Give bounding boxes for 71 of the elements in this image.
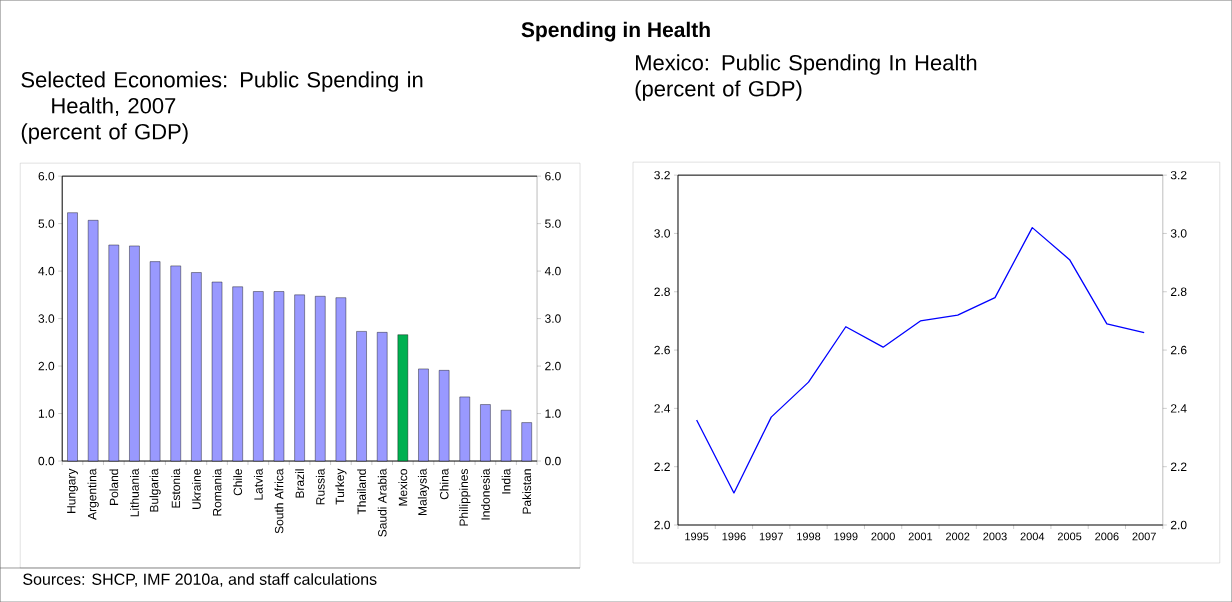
x-tick-label: Turkey [335, 468, 347, 505]
x-tick-label: Malaysia [417, 468, 430, 515]
y2-tick-label: 2.2 [654, 462, 670, 471]
chart-title: Selected Economies: Public Spending in Health, 2007 [21, 71, 423, 117]
x-tick-label: 1999 [834, 532, 858, 541]
x-tick-label: 2000 [871, 532, 895, 541]
x-tick-label: Indonesia [481, 468, 490, 520]
y-tick-label: 0.0 [545, 456, 561, 466]
source-note: Sources: SHCP, IMF 2010a, and staff calculations [23, 573, 377, 587]
y2-tick-label: 5.0 [38, 219, 55, 228]
y-tick-label: 2.6 [1170, 345, 1187, 355]
x-tick-label: 1995 [685, 532, 709, 541]
y2-tick-label: 2.0 [38, 361, 55, 371]
y2-tick-label: 2.6 [654, 345, 670, 355]
chart-subtitle: (percent of GDP) [21, 123, 188, 144]
y-tick-label: 2.0 [545, 361, 561, 371]
x-tick-label: Latvia [253, 468, 263, 500]
x-tick-label: 2004 [1020, 532, 1045, 541]
x-tick-label: Brazil [295, 469, 305, 498]
y-tick-label: 3.0 [545, 314, 561, 323]
x-tick-label: China [439, 468, 449, 500]
x-tick-label: Philippines [459, 468, 471, 526]
x-tick-label: South Africa [274, 468, 284, 534]
y-tick-label: 3.0 [1170, 229, 1187, 238]
x-tick-label: 2006 [1095, 532, 1119, 541]
x-tick-label: 1998 [797, 532, 821, 541]
y2-tick-label: 3.2 [654, 170, 670, 180]
x-tick-label: Poland [109, 469, 119, 505]
x-tick-label: 1997 [759, 532, 783, 541]
chart-subtitle: (percent of GDP) [635, 80, 802, 101]
y2-tick-label: 0.0 [38, 456, 55, 466]
x-tick-label: India [501, 468, 511, 494]
x-tick-label: 2005 [1057, 532, 1082, 541]
x-tick-label: Russia [315, 468, 325, 505]
y2-tick-label: 2.4 [654, 404, 671, 413]
y2-tick-label: 4.0 [38, 266, 55, 276]
x-tick-label: 2002 [946, 532, 970, 541]
y-tick-label: 2.4 [1170, 404, 1187, 413]
x-tick-label: 2003 [983, 532, 1007, 541]
x-tick-label: Saudi Arabia [377, 468, 387, 537]
y-tick-label: 2.2 [1170, 462, 1187, 471]
x-tick-label: Bulgaria [149, 468, 161, 512]
x-tick-label: Estonia [171, 468, 181, 508]
x-tick-label: Lithuania [130, 468, 139, 517]
x-tick-label: Chile [233, 469, 243, 496]
y-tick-label: 3.2 [1170, 170, 1187, 180]
y2-tick-label: 6.0 [38, 171, 55, 181]
y2-tick-label: 2.0 [654, 520, 670, 530]
x-tick-label: Thailand [357, 469, 366, 515]
x-tick-label: 2001 [908, 532, 933, 541]
x-tick-label: Pakistan [522, 469, 532, 514]
y-tick-label: 1.0 [545, 409, 561, 418]
y-tick-label: 4.0 [544, 266, 561, 276]
y-tick-label: 2.0 [1170, 520, 1187, 530]
x-tick-label: 2007 [1132, 532, 1156, 541]
y-tick-label: 2.8 [1170, 287, 1187, 296]
line-series [695, 226, 1145, 494]
x-tick-label: Argentina [87, 468, 99, 520]
x-tick-label: Hungary [67, 468, 78, 513]
text: Spending in Health [521, 21, 710, 42]
x-tick-label: Mexico [398, 468, 408, 506]
y-tick-label: 6.0 [545, 171, 561, 181]
x-tick-label: 1996 [722, 532, 746, 541]
chart-title: Mexico: Public Spending In Health [636, 54, 977, 75]
y2-tick-label: 3.0 [38, 314, 55, 323]
x-tick-label: Romania [212, 468, 222, 516]
y-tick-label: 5.0 [545, 219, 561, 228]
x-tick-label: Ukraine [191, 469, 201, 509]
y2-tick-label: 1.0 [38, 409, 55, 418]
y2-tick-label: 2.8 [654, 287, 670, 296]
y2-tick-label: 3.0 [654, 229, 670, 238]
